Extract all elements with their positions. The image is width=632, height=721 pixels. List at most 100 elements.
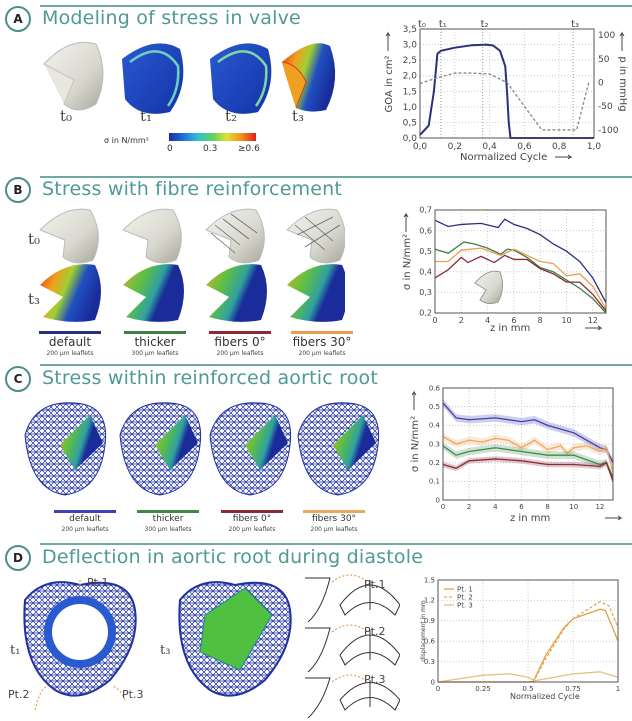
stress-colorbar [169, 133, 256, 141]
x-tick-label: 6 [519, 503, 524, 511]
panel-d-title: Deflection in aortic root during diastol… [42, 546, 424, 568]
y-tick-label: 1.5 [424, 576, 435, 584]
y-tick-label: 0,3 [419, 288, 432, 297]
x-tick-label: 8 [545, 503, 549, 511]
variant-name: thicker [134, 335, 176, 349]
variant-name: fibers 30° [311, 514, 357, 524]
x-tick-label: 0.75 [565, 685, 581, 693]
x-axis-label: z in mm [490, 323, 530, 334]
panel-b-rule [40, 176, 632, 178]
plot-frame [434, 209, 607, 314]
series-line-pressure [419, 72, 590, 131]
x-axis-label: Normalized Cycle [510, 692, 580, 701]
variant-color-bar [291, 331, 353, 334]
y-tick-label: 0.3 [424, 658, 435, 666]
plot-frame [437, 579, 619, 683]
y-tick-label: 0.2 [429, 459, 440, 467]
valve-render-t1 [122, 43, 184, 114]
y-tick-label: 0,6 [419, 226, 432, 235]
panel-c-title: Stress within reinforced aortic root [42, 367, 379, 389]
panel-d-root-renders [23, 574, 400, 719]
x-tick-label: 4 [493, 503, 498, 511]
variant-name: default [69, 514, 101, 524]
variant-color-bar [137, 510, 199, 513]
valve-thicker-t0 [122, 208, 182, 264]
panel-a-title: Modeling of stress in valve [42, 7, 301, 29]
y2-tick-label: 50 [598, 55, 610, 65]
y-tick-label: 0.5 [429, 403, 440, 411]
y-tick-label: 0.6 [424, 638, 436, 646]
y-tick-label: 0.6 [429, 384, 441, 392]
panel-b-valve-renders [39, 208, 345, 322]
valve-default-t0 [39, 208, 99, 264]
series-line-thicker [434, 241, 607, 314]
variant-name: default [48, 335, 92, 349]
series-line-fibers-30- [442, 435, 614, 473]
variant-color-bar [209, 331, 271, 334]
time-marker-label: t₀ [418, 19, 426, 30]
y2-axis-label: p in mmHg [617, 56, 628, 111]
x-tick-label: 2 [459, 316, 464, 325]
colorbar-tick-max: ≥0.6 [238, 144, 260, 154]
panel-a-badge: A [5, 6, 31, 32]
valve-render-t3 [281, 43, 336, 112]
y-axis-label: GOA in cm² [384, 55, 395, 112]
x-tick-label: 0,4 [482, 142, 497, 152]
x-tick-label: 2 [467, 503, 471, 511]
y-arrow-icon [385, 31, 391, 51]
variant-color-bar [124, 331, 186, 334]
x-tick-label: 0.5 [522, 685, 533, 693]
colorbar-label: σ in N/mm² [104, 136, 149, 145]
variant-subtitle: 200 µm leaflets [298, 350, 346, 357]
time-label-t0: t₀ [60, 107, 73, 125]
series-line-Pt-1 [438, 608, 619, 683]
y-tick-label: 0,7 [419, 206, 432, 215]
root-mesh-thicker [119, 402, 202, 496]
y-arrow-icon [411, 390, 417, 410]
series-band-thicker [443, 442, 613, 482]
x-arrow-icon [555, 154, 573, 160]
y2-tick-label: -50 [598, 102, 613, 112]
y-tick-label: 0 [431, 678, 435, 686]
y-tick-label: 0.4 [429, 422, 441, 430]
point-label-2: Pt.2 [8, 688, 30, 701]
y2-arrow-icon [619, 31, 625, 51]
valve-thicker-t3 [123, 264, 184, 322]
row-label-t3: t₃ [28, 290, 41, 308]
series-line-Pt-3 [437, 671, 619, 683]
chart-3: 0 0.25 0.5 0.75 1 0 0.3 0.6 0.9 1.2 1.5 Normalized … [420, 576, 620, 701]
root-open-t1 [23, 581, 137, 697]
x-arrow-icon [605, 515, 623, 521]
root-mesh-fibers30 [297, 402, 380, 496]
y-tick-label: 0 [436, 496, 440, 504]
time-marker-label: t₃ [571, 19, 579, 30]
y-tick-label: 1.2 [424, 597, 435, 605]
x-tick-label: 0,6 [517, 142, 532, 152]
series-band-fibers-30- [443, 432, 613, 476]
y-tick-label: 0,2 [419, 309, 432, 318]
y-tick-label: 1,0 [403, 103, 418, 113]
panel-d-rule [40, 543, 632, 545]
series-line-fibers-0- [442, 458, 614, 482]
y-tick-label: 0,4 [419, 267, 432, 276]
chart-2: 0 2 4 6 8 10 12 0 0.1 0.2 0.3 0.4 0.5 0.6 z in mm σ in … [410, 384, 623, 524]
y-tick-label: 0.1 [429, 478, 440, 486]
variant-color-bar [39, 331, 101, 334]
valve-inset-icon [474, 270, 504, 305]
time-marker-label: t₁ [439, 19, 447, 30]
time-label-d-t1: t₁ [10, 643, 21, 658]
valve-render-t0 [43, 41, 104, 111]
x-tick-label: 0,0 [413, 142, 428, 152]
valve-fibers0-t0 [205, 208, 265, 264]
panel-a-rule [40, 5, 632, 7]
panel-d-badge: D [5, 545, 31, 571]
point-label-1: Pt.1 [87, 576, 109, 589]
variant-color-bar [303, 510, 365, 513]
series-line-fibers-30- [435, 247, 607, 310]
legend-label: Pt. 1 [457, 586, 473, 594]
colorbar-tick-mid: 0.3 [203, 144, 218, 154]
variant-color-bar [54, 510, 116, 513]
variant-subtitle: 300 µm leaflets [144, 526, 192, 533]
chart-1: 0 2 4 6 8 10 12 0,2 0,3 0,4 0,5 0,6 0,7 z in mm σ in N… [402, 206, 607, 334]
chart-0: 0,0 0,2 0,4 0,6 0,8 1,0 0,0 0,5 1,0 1,5 2,0 2,5 3,0 3… [384, 19, 628, 163]
